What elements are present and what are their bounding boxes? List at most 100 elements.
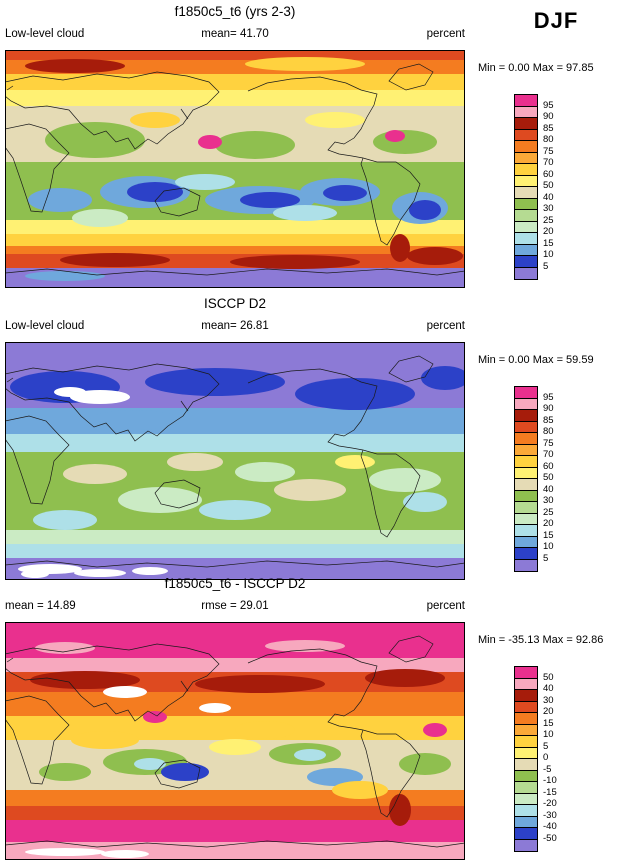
- units-label: percent: [426, 320, 465, 332]
- colorbar-tick-label: -30: [543, 809, 557, 821]
- colorbar-swatch: [515, 210, 537, 222]
- colorbar-tick-label: 15: [543, 717, 554, 729]
- colorbar-swatch: [515, 433, 537, 445]
- colorbar-swatch-stack: [514, 386, 538, 572]
- units-label: percent: [426, 28, 465, 40]
- colorbar-swatch-stack: [514, 666, 538, 852]
- colorbar: 95 90 85 80 75 70 60 50 40 30 25 20 15 10 5: [514, 94, 584, 280]
- colorbar-swatch: [515, 490, 537, 502]
- global-map-difference: [5, 622, 465, 860]
- colorbar-swatch: [515, 559, 537, 571]
- variable-label: Low-level cloud: [5, 320, 85, 332]
- mean-label: mean = 14.89: [5, 600, 76, 612]
- colorbar-tick-label: 85: [543, 414, 554, 426]
- colorbar-swatch: [515, 467, 537, 479]
- colorbar-swatch: [515, 244, 537, 256]
- colorbar-tick-label: 20: [543, 518, 554, 529]
- colorbar-swatch: [515, 221, 537, 233]
- colorbar-swatch: [515, 421, 537, 433]
- colorbar-tick-label: 60: [543, 460, 554, 472]
- colorbar-swatch: [515, 398, 537, 410]
- colorbar-swatch: [515, 816, 537, 828]
- colorbar-tick-label: -15: [543, 786, 557, 798]
- colorbar-tick-label: 50: [543, 671, 554, 683]
- colorbar-swatch: [515, 770, 537, 782]
- colorbar-tick-label: 5: [543, 552, 549, 564]
- colorbar-tick-label: 75: [543, 145, 554, 157]
- colorbar-tick-label: 80: [543, 134, 554, 145]
- colorbar-tick-label: 95: [543, 99, 554, 111]
- colorbar-swatch: [515, 793, 537, 805]
- colorbar-swatch: [515, 456, 537, 468]
- colorbar-swatch: [515, 256, 537, 268]
- colorbar-swatch: [515, 175, 537, 187]
- units-label: percent: [426, 600, 465, 612]
- colorbar-tick-label: 20: [543, 706, 554, 717]
- colorbar-tick-label: -20: [543, 798, 557, 809]
- colorbar-tick-label: 30: [543, 694, 554, 706]
- colorbar-swatch: [515, 141, 537, 153]
- panel-title: ISCCP D2: [203, 296, 267, 311]
- colorbar-swatch: [515, 713, 537, 725]
- colorbar-swatch: [515, 164, 537, 176]
- colorbar-tick-label: 0: [543, 752, 549, 763]
- colorbar-swatch: [515, 782, 537, 794]
- colorbar-swatch: [515, 525, 537, 537]
- colorbar-swatch: [515, 106, 537, 118]
- colorbar-swatch: [515, 502, 537, 514]
- panel-model: f1850c5_t6 (yrs 2-3) Low-level cloud mea…: [0, 0, 618, 292]
- variable-label: Low-level cloud: [5, 28, 85, 40]
- colorbar-swatch: [515, 536, 537, 548]
- colorbar-tick-label: 95: [543, 391, 554, 403]
- colorbar-tick-label: 25: [543, 214, 554, 226]
- colorbar-swatch: [515, 152, 537, 164]
- colorbar-swatch: [515, 828, 537, 840]
- colorbar-tick-label: 15: [543, 237, 554, 249]
- colorbar-swatch: [515, 233, 537, 245]
- minmax-label: Min = -35.13 Max = 92.86: [478, 634, 604, 646]
- colorbar-swatch: [515, 387, 537, 399]
- colorbar-swatch: [515, 410, 537, 422]
- minmax-label: Min = 0.00 Max = 59.59: [478, 354, 594, 366]
- colorbar-swatch: [515, 198, 537, 210]
- colorbar-swatch: [515, 513, 537, 525]
- colorbar-tick-label: 85: [543, 122, 554, 134]
- global-map-model: [5, 50, 465, 288]
- colorbar-tick-label: 5: [543, 740, 549, 752]
- colorbar-tick-label: 30: [543, 495, 554, 506]
- colorbar-tick-label: 40: [543, 683, 554, 694]
- colorbar-tick-label: 50: [543, 472, 554, 483]
- colorbar-tick-label: 20: [543, 226, 554, 237]
- colorbar-tick-label: 60: [543, 168, 554, 180]
- colorbar-tick-label: 40: [543, 483, 554, 495]
- colorbar-swatch: [515, 724, 537, 736]
- rmse-label: rmse = 29.01: [201, 600, 269, 612]
- colorbar-tick-label: 25: [543, 506, 554, 518]
- season-label: DJF: [533, 8, 579, 33]
- colorbar: 50 40 30 20 15 10 5 0 -5 -10 -15 -20 -30 -40 -50: [514, 666, 584, 852]
- colorbar-tick-label: 90: [543, 403, 554, 414]
- colorbar-tick-label: 10: [543, 729, 554, 740]
- colorbar-tick-label: 40: [543, 191, 554, 203]
- colorbar-swatch: [515, 805, 537, 817]
- colorbar-swatch: [515, 759, 537, 771]
- colorbar-swatch: [515, 129, 537, 141]
- colorbar-tick-label: 75: [543, 437, 554, 449]
- colorbar-swatch: [515, 701, 537, 713]
- colorbar: 95 90 85 80 75 70 60 50 40 30 25 20 15 10 5: [514, 386, 584, 572]
- colorbar-tick-label: -50: [543, 832, 557, 844]
- colorbar-tick-label: 30: [543, 203, 554, 214]
- colorbar-swatch: [515, 444, 537, 456]
- colorbar-tick-label: 50: [543, 180, 554, 191]
- colorbar-tick-label: -5: [543, 763, 552, 775]
- mean-label: mean= 26.81: [201, 320, 269, 332]
- colorbar-tick-label: 5: [543, 260, 549, 272]
- colorbar-swatch: [515, 479, 537, 491]
- colorbar-swatch: [515, 678, 537, 690]
- colorbar-tick-label: 10: [543, 541, 554, 552]
- colorbar-tick-label: 15: [543, 529, 554, 541]
- colorbar-tick-label: 70: [543, 449, 554, 460]
- colorbar-swatch: [515, 267, 537, 279]
- colorbar-swatch: [515, 95, 537, 107]
